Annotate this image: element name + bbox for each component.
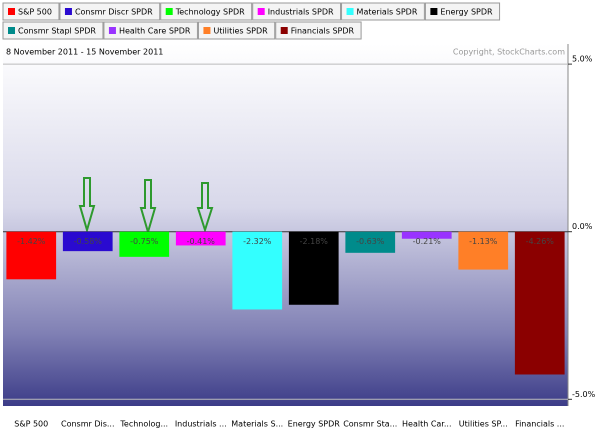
x-tick-label: Health Car... bbox=[402, 420, 451, 429]
x-tick-label: Technolog... bbox=[119, 420, 168, 429]
bar bbox=[288, 231, 339, 305]
legend-swatch bbox=[257, 8, 265, 15]
bar bbox=[232, 231, 283, 310]
bar bbox=[345, 231, 396, 253]
plot-background bbox=[3, 44, 568, 406]
legend-tab[interactable] bbox=[252, 2, 342, 21]
y-tick-label: 5.0% bbox=[572, 55, 593, 64]
bar bbox=[6, 231, 57, 280]
legend-swatch bbox=[8, 8, 15, 15]
legend-label: Consmr Stapl SPDR bbox=[18, 27, 96, 36]
x-tick-label: Energy SPDR bbox=[288, 420, 341, 429]
legend-label: Energy SPDR bbox=[440, 8, 493, 17]
value-label: -2.18% bbox=[300, 237, 329, 246]
x-tick-label: Materials S... bbox=[231, 420, 283, 429]
value-label: -4.26% bbox=[526, 237, 555, 246]
y-tick-label: -5.0% bbox=[572, 390, 596, 399]
annotation-arrows bbox=[78, 177, 214, 236]
legend-label: S&P 500 bbox=[18, 8, 52, 17]
legend-swatch bbox=[64, 8, 72, 15]
legend-label: Utilities SPDR bbox=[213, 27, 268, 36]
legend-tab[interactable] bbox=[59, 2, 161, 21]
legend-swatch bbox=[346, 8, 354, 15]
value-label: -0.21% bbox=[413, 237, 442, 246]
legend-label: Health Care SPDR bbox=[119, 27, 191, 36]
bar bbox=[62, 231, 113, 252]
legend-label: Consmr Discr SPDR bbox=[75, 8, 153, 17]
legend-swatch bbox=[165, 8, 173, 15]
x-tick-label: Financials ... bbox=[515, 420, 564, 429]
date-range: 8 November 2011 - 15 November 2011 bbox=[6, 48, 163, 57]
legend-swatch bbox=[280, 27, 288, 34]
bar bbox=[458, 231, 509, 270]
legend-swatch bbox=[203, 27, 211, 34]
value-label: -0.41% bbox=[187, 237, 216, 246]
value-label: -1.42% bbox=[17, 237, 46, 246]
legend-swatch bbox=[8, 27, 15, 34]
y-tick-label: 0.0% bbox=[572, 222, 593, 231]
legend-tab[interactable] bbox=[103, 21, 198, 40]
bar bbox=[401, 231, 452, 239]
legend-label: Technology SPDR bbox=[175, 8, 245, 17]
x-tick-label: Consmr Dis... bbox=[61, 420, 115, 429]
copyright: Copyright, StockCharts.com bbox=[453, 48, 565, 57]
legend-label: Industrials SPDR bbox=[268, 8, 334, 17]
legend-tab[interactable] bbox=[424, 2, 501, 21]
x-tick-label: S&P 500 bbox=[14, 420, 48, 429]
legend-tab[interactable] bbox=[341, 2, 425, 21]
legend-label: Materials SPDR bbox=[357, 8, 418, 17]
bar bbox=[119, 231, 170, 257]
bar bbox=[514, 231, 565, 375]
legend-tab[interactable] bbox=[160, 2, 253, 21]
legend-tab[interactable] bbox=[2, 2, 60, 21]
x-tick-label: Industrials ... bbox=[175, 420, 227, 429]
value-label: -0.75% bbox=[130, 237, 159, 246]
legend-label: Financials SPDR bbox=[291, 27, 355, 36]
legend-swatch bbox=[108, 27, 116, 34]
legend-tab[interactable] bbox=[275, 21, 362, 40]
value-label: -2.32% bbox=[243, 237, 272, 246]
bar bbox=[175, 231, 226, 246]
x-tick-label: Utilities SP... bbox=[459, 420, 508, 429]
value-label: -0.63% bbox=[356, 237, 385, 246]
legend-swatch bbox=[430, 8, 438, 15]
value-label: -1.13% bbox=[469, 237, 498, 246]
legend-tab[interactable] bbox=[197, 21, 276, 40]
value-label: -0.58% bbox=[74, 237, 103, 246]
x-tick-label: Consmr Sta... bbox=[343, 420, 397, 429]
legend-tab[interactable] bbox=[2, 21, 104, 40]
